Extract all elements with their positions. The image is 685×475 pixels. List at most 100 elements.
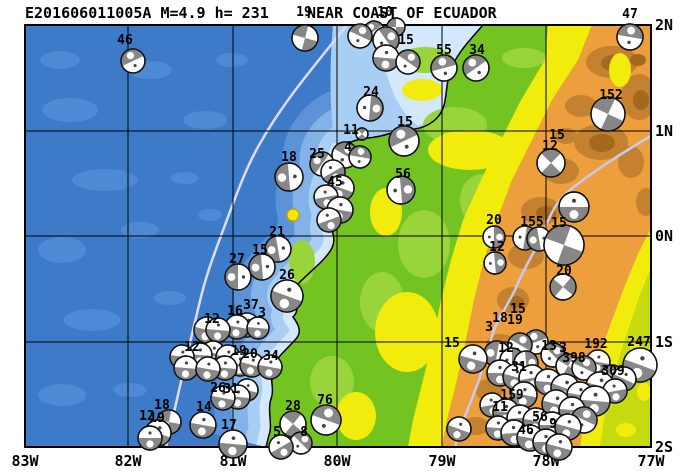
event-depth-label: 4 (344, 140, 352, 155)
event-depth-label: 12 (489, 240, 505, 255)
event-depth-label: 20 (486, 213, 502, 228)
plot-title: E201606011005A M=4.9 h= 231 (25, 4, 269, 22)
event-depth-label: 46 (117, 33, 133, 48)
focal-mechanism-ball (173, 355, 199, 381)
event-depth-label: 34 (469, 43, 485, 58)
focal-mechanism-ball (268, 434, 294, 460)
event-depth-label: 14 (196, 400, 212, 415)
event-depth-label: 155 (520, 215, 543, 230)
focal-mechanism-ball (224, 263, 252, 291)
map-frame (24, 24, 652, 448)
event-depth-label: 12 (498, 341, 514, 356)
land-yellow-patches (336, 79, 512, 440)
event-depth-label: 15 (397, 115, 413, 130)
focal-mechanism-ball (195, 356, 221, 382)
focal-mechanism-ball (137, 425, 163, 451)
event-depth-label: 19 (296, 5, 312, 20)
focal-mechanism-ball (347, 23, 373, 49)
event-depth-label: 56 (395, 167, 411, 182)
event-depth-label: 56 (532, 410, 548, 425)
event-depth-label: 10 (377, 5, 393, 20)
focal-mechanism-ball (291, 24, 319, 52)
focal-mechanism-ball (310, 404, 342, 436)
focal-mechanism-ball (482, 225, 506, 249)
event-depth-label: 18 (281, 150, 297, 165)
event-depth-label: 398 (562, 351, 586, 366)
event-depth-label: 12 (184, 340, 200, 355)
event-depth-label: 45 (327, 175, 343, 190)
focal-mechanism-ball (616, 23, 644, 51)
road-line (453, 134, 651, 447)
focal-mechanism-ball (355, 127, 369, 141)
event-depth-label: 15 (551, 216, 567, 231)
event-depth-label: 26 (279, 268, 295, 283)
event-depth-label: 28 (285, 399, 301, 414)
focal-mechanism-ball (543, 224, 585, 266)
event-depth-label: 26 (210, 381, 226, 396)
event-depth-label: 17 (221, 418, 237, 433)
y-axis-label: 1N (655, 122, 673, 140)
event-depth-label: 15 (549, 128, 565, 143)
focal-mechanism-ball (430, 54, 458, 82)
event-depth-label: 192 (584, 337, 607, 352)
event-id: E201606011005A (25, 4, 152, 22)
event-depth-label: 31 (223, 382, 239, 397)
x-axis-label: 77W (637, 452, 665, 470)
event-depth-label: 34 (263, 349, 279, 364)
event-depth-label: 3 (559, 341, 567, 356)
focal-mechanism-ball (545, 433, 573, 461)
event-depth-label: 3 (258, 306, 266, 321)
event-depth-label: 3 (485, 320, 493, 335)
focal-mechanism-ball (189, 411, 217, 439)
focal-mechanism-ball (205, 317, 231, 343)
event-depth-label: 9 (549, 417, 557, 432)
x-axis-label: 79W (428, 452, 456, 470)
y-axis-label: 1S (655, 333, 673, 351)
event-depth-label: 11 (343, 123, 359, 138)
event-depth-label: 15 (398, 33, 414, 48)
event-depth-label: 19 (507, 313, 523, 328)
event-depth-label: 47 (622, 7, 638, 22)
event-depth-label: 12 (542, 139, 558, 154)
event-depth-label: 16 (227, 304, 243, 319)
event-depth-label: 31 (511, 360, 527, 375)
yellow-vein (609, 53, 631, 87)
x-axis-label: 80W (323, 452, 351, 470)
focal-mechanism-ball (462, 54, 490, 82)
epicenter-layer (286, 208, 300, 222)
focal-mechanism-ball (356, 94, 384, 122)
focal-mechanism-ball (270, 279, 304, 313)
event-depth-label: 309 (601, 364, 624, 379)
focal-mechanism-ball (316, 207, 342, 233)
x-axis-label: 83W (11, 452, 39, 470)
event-depth-label: 76 (317, 393, 333, 408)
focal-mechanism-ball (395, 49, 421, 75)
event-depth: h= 231 (214, 4, 269, 22)
event-depth-label: 37 (243, 298, 259, 313)
event-depth-label: 12 (204, 312, 220, 327)
focal-mechanism-ball (248, 253, 276, 281)
event-depth-label: 247 (627, 335, 650, 350)
event-depth-label: 24 (363, 85, 379, 100)
event-depth-label: 21 (269, 225, 285, 240)
event-depth-label: 55 (436, 43, 452, 58)
focal-mechanism-ball (218, 429, 248, 459)
focal-mechanism-ball (279, 410, 307, 438)
focal-mechanism-ball (120, 48, 146, 74)
focal-mechanism-ball (458, 344, 488, 374)
focal-mechanism-ball (590, 96, 626, 132)
focal-mechanism-ball (257, 354, 283, 380)
focal-mechanism-ball (210, 385, 236, 411)
focal-mechanism-ball (348, 145, 372, 169)
event-depth-label: 18 (492, 311, 508, 326)
focal-mechanism-ball (558, 191, 590, 223)
event-depth-label: 15 (252, 243, 268, 258)
event-depth-label: 159 (500, 388, 523, 403)
event-depth-label: 15 (444, 336, 460, 351)
focal-mechanism-ball (549, 273, 577, 301)
event-depth-label: 12 (139, 409, 155, 424)
focal-mechanism-ball (372, 44, 400, 72)
